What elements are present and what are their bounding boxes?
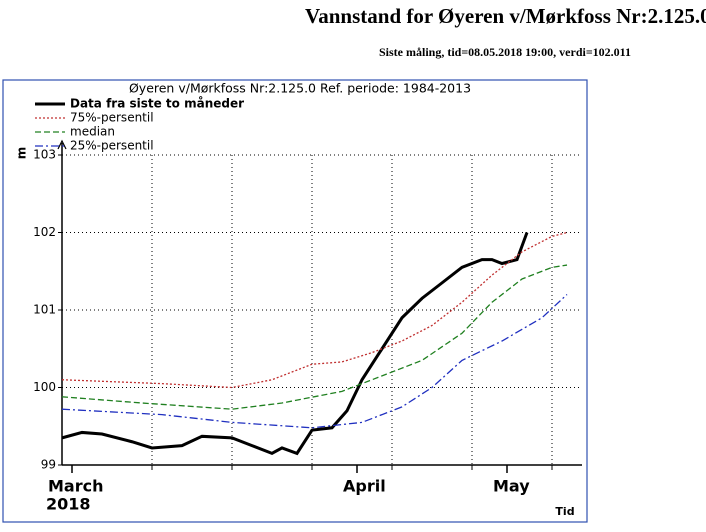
y-axis-arrow [57,139,67,150]
y-axis-label: m [15,147,29,160]
series-line [61,231,568,389]
series-line [61,264,568,410]
chart-title: Øyeren v/Mørkfoss Nr:2.125.0 Ref. period… [129,81,471,96]
series-line [61,231,529,456]
legend-label: median [70,125,115,139]
y-tick-label: 99 [41,458,56,472]
x-tick-label: May [493,477,530,496]
x-tick-label: April [343,477,386,496]
legend-label: 75%-persentil [70,111,154,125]
series-line [61,294,568,429]
page-subtitle: Siste måling, tid=08.05.2018 19:00, verd… [379,45,631,59]
y-tick-label: 102 [33,225,56,239]
y-tick-label: 103 [33,148,56,162]
y-tick-label: 100 [33,380,56,394]
chart-frame [2,79,588,523]
x-tick-label: March [48,477,103,496]
x-axis-label: Tid [555,505,574,518]
y-tick-label: 101 [33,303,56,317]
year-label: 2018 [46,495,91,514]
page-title: Vannstand for Øyeren v/Mørkfoss Nr:2.125… [305,4,706,28]
legend-label: Data fra siste to måneder [70,97,244,111]
legend-label: 25%-persentil [70,139,154,153]
